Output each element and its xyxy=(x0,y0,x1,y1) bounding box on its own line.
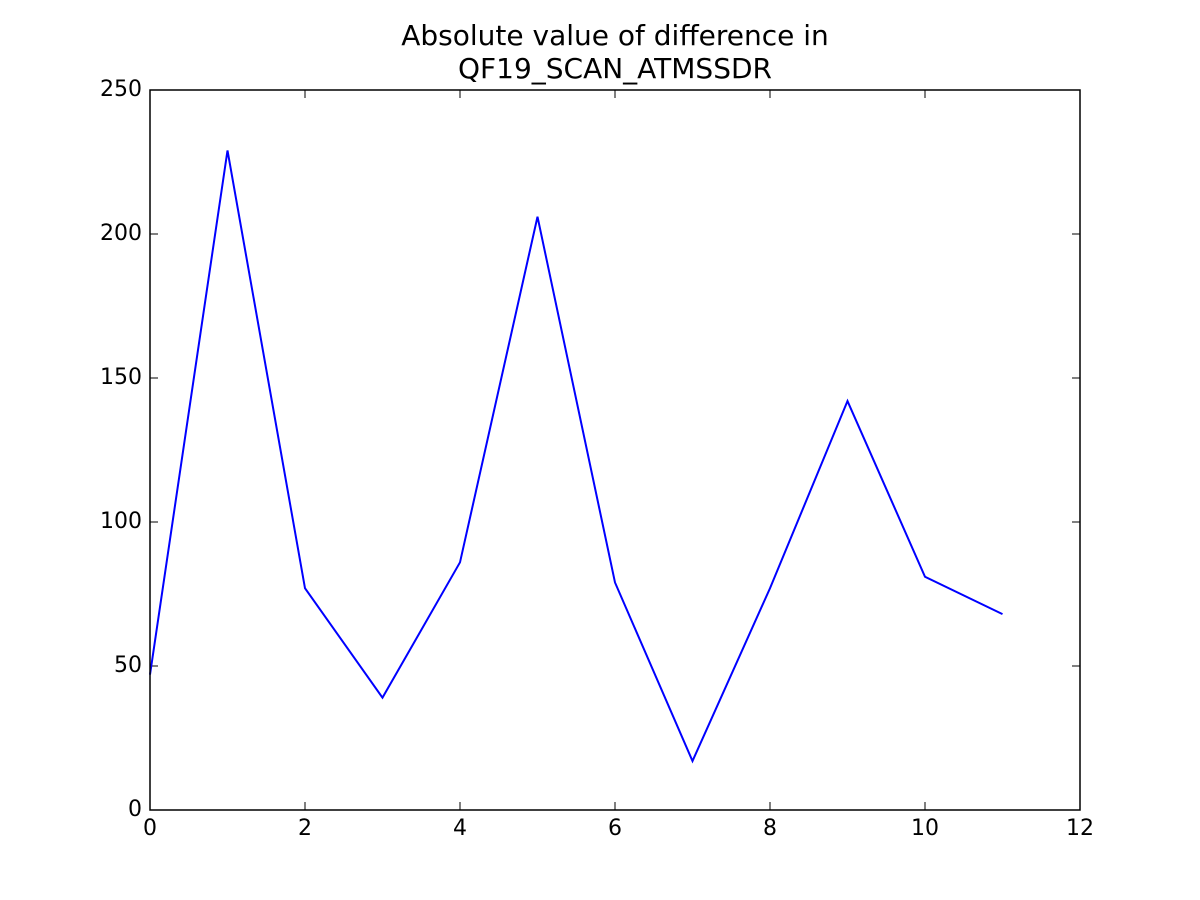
chart-title: QF19_SCAN_ATMSSDR xyxy=(458,52,772,85)
x-tick-label: 10 xyxy=(911,816,939,841)
chart-title: Absolute value of difference in xyxy=(401,19,829,52)
y-tick-label: 150 xyxy=(100,365,142,390)
data-line xyxy=(149,150,1003,764)
y-tick-label: 250 xyxy=(100,77,142,102)
x-tick-label: 6 xyxy=(608,816,622,841)
y-tick-label: 100 xyxy=(100,509,142,534)
x-tick-label: 8 xyxy=(763,816,777,841)
x-tick-label: 2 xyxy=(298,816,312,841)
y-tick-label: 200 xyxy=(100,221,142,246)
plot-frame xyxy=(149,89,1081,811)
x-tick-label: 12 xyxy=(1066,816,1094,841)
y-tick-label: 50 xyxy=(114,653,142,678)
y-tick-label: 0 xyxy=(128,797,142,822)
x-tick-label: 0 xyxy=(143,816,157,841)
x-tick-label: 4 xyxy=(453,816,467,841)
